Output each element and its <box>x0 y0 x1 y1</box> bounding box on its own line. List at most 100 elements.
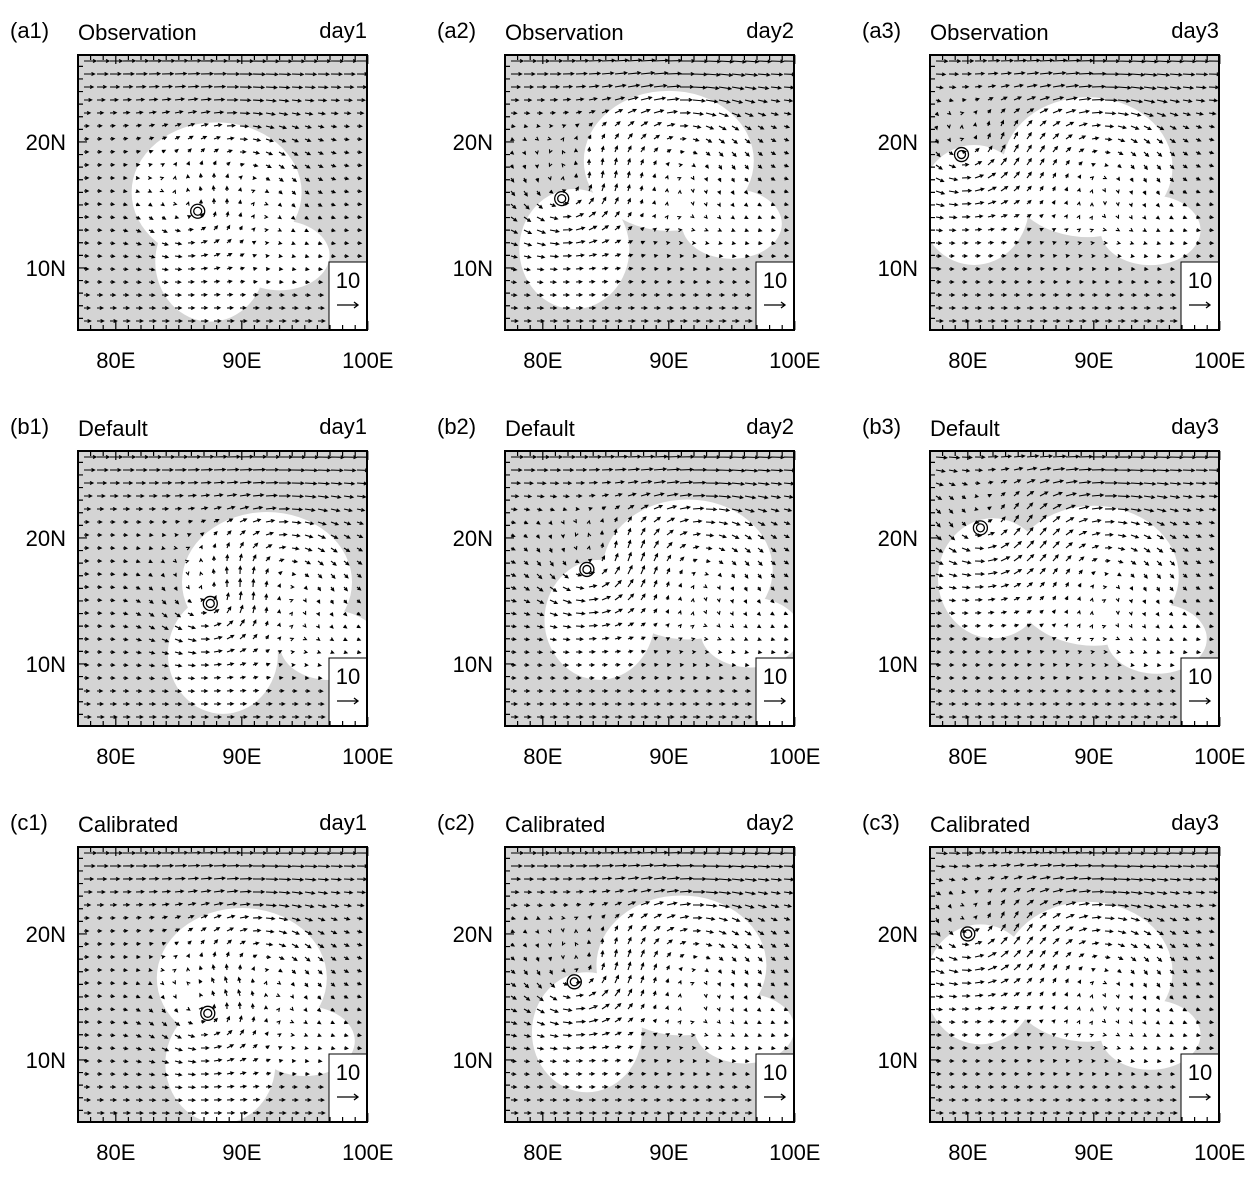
vortex <box>203 1008 213 1018</box>
y-tick-label: 10N <box>26 652 66 677</box>
shading-gap <box>519 189 630 310</box>
panel-day: day3 <box>1171 810 1219 835</box>
panel-day: day2 <box>746 18 794 43</box>
panel-day: day3 <box>1171 18 1219 43</box>
ref-arrow <box>764 301 787 309</box>
y-tick-label: 20N <box>878 922 918 947</box>
y-tick-label: 20N <box>453 526 493 551</box>
vortex <box>960 926 976 942</box>
shading-gap <box>544 559 655 680</box>
panel-label: (c3) <box>862 810 900 835</box>
shading-gap <box>1106 603 1207 674</box>
vortex <box>963 929 973 939</box>
vortex <box>566 974 582 990</box>
panel: (c3) Calibrated day3 10 80E 90E 100E 20N 10N <box>862 810 1245 1165</box>
shading-gap <box>1100 999 1201 1070</box>
x-tick-label: 100E <box>342 1140 393 1165</box>
x-tick-label: 100E <box>1194 348 1245 373</box>
shading-gap <box>165 1003 276 1122</box>
x-tick-label: 100E <box>769 744 820 769</box>
wind-vectors <box>935 850 1219 1115</box>
wind-vectors <box>935 454 1219 719</box>
panel-label: (c2) <box>437 810 475 835</box>
ticks <box>78 55 369 330</box>
plot <box>930 55 1219 330</box>
panel: (c2) Calibrated day2 10 80E 90E 100E 20N 10N <box>437 810 820 1165</box>
ref-arrow <box>337 1093 360 1101</box>
x-tick-label: 80E <box>523 744 562 769</box>
plot <box>78 847 367 1122</box>
x-tick-label: 90E <box>222 744 261 769</box>
vortex <box>202 595 218 612</box>
panel: (b3) Default day3 10 80E 90E 100E 20N 10N <box>862 414 1245 769</box>
ref-value: 10 <box>1188 268 1212 293</box>
x-tick-label: 100E <box>342 348 393 373</box>
ticks <box>930 451 1221 726</box>
plot <box>78 451 367 726</box>
panel-label: (c1) <box>10 810 48 835</box>
panel: (b1) Default day1 10 80E 90E 100E 20N 10N <box>10 414 393 769</box>
ref-value: 10 <box>336 1060 360 1085</box>
wind-vectors <box>510 850 794 1115</box>
x-tick-label: 90E <box>649 348 688 373</box>
ticks <box>930 55 1221 330</box>
panel-label: (a2) <box>437 18 476 43</box>
vortex <box>190 203 206 219</box>
plot <box>505 451 794 726</box>
plot <box>78 55 367 330</box>
ref-value: 10 <box>763 268 787 293</box>
y-tick-label: 20N <box>26 922 66 947</box>
ref-box <box>1180 1053 1220 1123</box>
x-tick-label: 100E <box>769 348 820 373</box>
y-tick-label: 10N <box>453 652 493 677</box>
x-tick-label: 90E <box>1074 744 1113 769</box>
ticks <box>78 451 369 726</box>
plot <box>930 451 1219 726</box>
ticks <box>505 55 796 330</box>
shading-gap <box>700 597 794 668</box>
x-tick-label: 100E <box>342 744 393 769</box>
panel-day: day1 <box>319 810 367 835</box>
vortex <box>972 520 989 536</box>
y-tick-label: 20N <box>453 922 493 947</box>
panel-title: Observation <box>930 20 1049 45</box>
plot <box>930 847 1219 1122</box>
x-tick-label: 80E <box>96 1140 135 1165</box>
vortex <box>554 190 570 207</box>
vortex <box>956 149 967 160</box>
vortex <box>569 977 579 987</box>
x-tick-label: 90E <box>649 744 688 769</box>
wind-vectors <box>83 850 367 1116</box>
ref-arrow <box>337 697 360 705</box>
y-tick-label: 10N <box>878 652 918 677</box>
ref-value: 10 <box>336 664 360 689</box>
ref-value: 10 <box>1188 664 1212 689</box>
panel-label: (a3) <box>862 18 901 43</box>
x-tick-label: 80E <box>948 744 987 769</box>
y-tick-label: 20N <box>453 130 493 155</box>
x-tick-label: 100E <box>769 1140 820 1165</box>
ref-arrow <box>1189 697 1212 705</box>
panel-title: Calibrated <box>78 812 178 837</box>
shading-gap <box>930 144 1030 265</box>
y-tick-label: 10N <box>878 1048 918 1073</box>
panel: (c1) Calibrated day1 10 80E 90E 100E 20N 10N <box>10 810 393 1165</box>
panel-day: day3 <box>1171 414 1219 439</box>
vortex <box>579 561 595 578</box>
shading-gap <box>694 993 794 1064</box>
y-tick-label: 10N <box>878 256 918 281</box>
panel: (a1) Observation day1 10 80E 90E 100E 20N 10N <box>10 18 393 373</box>
wind-vectors <box>83 58 367 323</box>
y-tick-label: 20N <box>878 526 918 551</box>
panel-day: day2 <box>746 414 794 439</box>
x-tick-label: 90E <box>1074 348 1113 373</box>
y-tick-label: 10N <box>453 1048 493 1073</box>
wind-vectors <box>509 58 794 323</box>
y-tick-label: 20N <box>26 130 66 155</box>
vortex <box>200 1005 216 1021</box>
x-tick-label: 90E <box>1074 1140 1113 1165</box>
panel-label: (a1) <box>10 18 49 43</box>
ref-box <box>328 657 368 727</box>
panel-label: (b2) <box>437 414 476 439</box>
